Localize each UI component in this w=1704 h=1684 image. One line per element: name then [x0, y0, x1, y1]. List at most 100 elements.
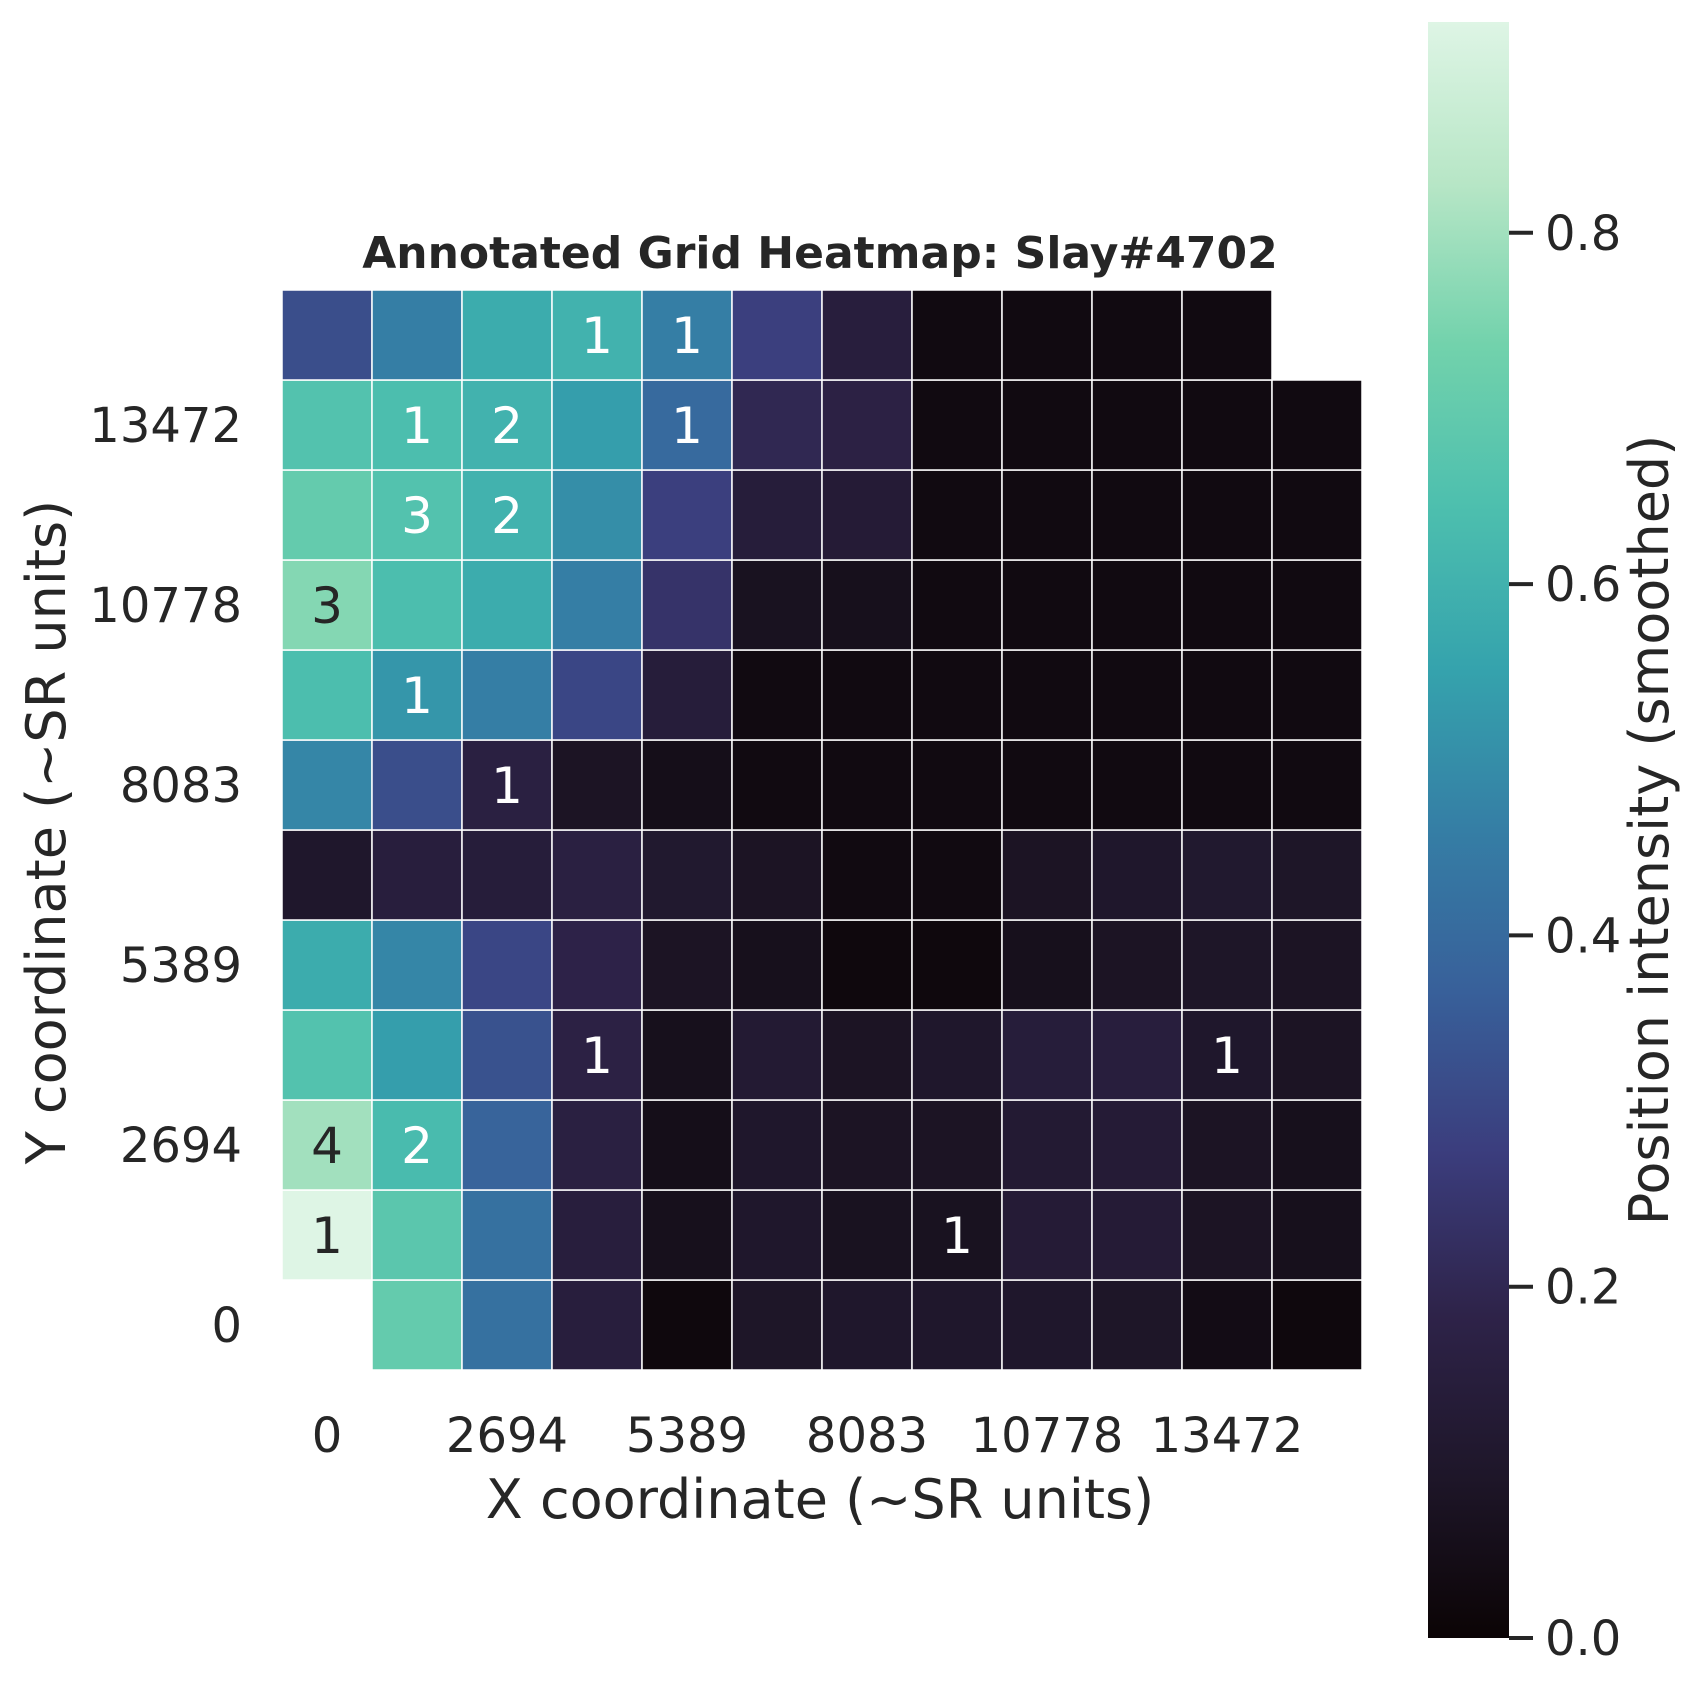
heatmap-cell [1001, 379, 1093, 471]
heatmap-cell [551, 1099, 643, 1191]
cell-count-label: 2 [491, 397, 523, 455]
heatmap-cell [1271, 1189, 1363, 1281]
heatmap-cell [1091, 559, 1183, 651]
heatmap-cell [1091, 1189, 1183, 1281]
heatmap-cell [371, 739, 463, 831]
y-axis-ticks: 0 2694 5389 8083 10778 13472 [89, 398, 242, 1354]
heatmap-cell [1001, 1189, 1093, 1281]
heatmap-cell [1091, 1099, 1183, 1191]
cell-count-label: 3 [401, 487, 433, 545]
heatmap-cell [821, 919, 913, 1011]
colorbar: 0.0 0.2 0.4 0.6 0.8 Position intensity (smoo… [1428, 22, 1681, 1667]
y-tick-label: 5389 [120, 938, 242, 994]
heatmap-cell [1181, 829, 1273, 921]
heatmap-cell [1091, 379, 1183, 471]
x-axis-ticks: 0 2694 5389 8083 10778 13472 [312, 1408, 1304, 1464]
cell-count-label: 1 [311, 1207, 343, 1265]
colorbar-tick-label: 0.6 [1545, 557, 1621, 613]
cell-count-label: 1 [401, 667, 433, 725]
heatmap-cell [461, 649, 553, 741]
heatmap-cell [1091, 919, 1183, 1011]
heatmap-cell [911, 829, 1003, 921]
heatmap-cell [641, 1279, 733, 1371]
heatmap-cell [911, 739, 1003, 831]
heatmap-cell [371, 649, 463, 741]
heatmap-cell [1091, 1009, 1183, 1101]
heatmap-cell [1091, 469, 1183, 561]
heatmap-cell [281, 829, 373, 921]
heatmap-cell [461, 379, 553, 471]
colorbar-tick-label: 0.4 [1545, 908, 1621, 964]
heatmap-cell [1091, 739, 1183, 831]
y-tick-label: 8083 [120, 758, 242, 814]
heatmap-cell [1271, 1099, 1363, 1191]
cell-count-label: 1 [491, 757, 523, 815]
heatmap-cell [821, 469, 913, 561]
heatmap-cell [641, 469, 733, 561]
heatmap-cell [821, 829, 913, 921]
heatmap-cell [371, 379, 463, 471]
heatmap-cell [1091, 649, 1183, 741]
heatmap-cell [641, 649, 733, 741]
heatmap-cell [1091, 289, 1183, 381]
heatmap-cell [731, 1279, 823, 1371]
heatmap-cell [371, 469, 463, 561]
heatmap-cell [281, 1189, 373, 1281]
heatmap-cell [1001, 289, 1093, 381]
heatmap-cell [281, 739, 373, 831]
colorbar-tick-label: 0.0 [1545, 1611, 1621, 1667]
heatmap-cell [731, 559, 823, 651]
heatmap-cell [911, 1279, 1003, 1371]
x-tick-label: 10778 [971, 1408, 1124, 1464]
heatmap-cell [731, 469, 823, 561]
colorbar-tick-label: 0.2 [1545, 1260, 1621, 1316]
heatmap-cell [641, 559, 733, 651]
heatmap-cell [1181, 1189, 1273, 1281]
heatmap-cell [821, 739, 913, 831]
heatmap-cell [641, 1009, 733, 1101]
cell-count-label: 1 [581, 307, 613, 365]
heatmap-cell [551, 829, 643, 921]
heatmap-cell [731, 829, 823, 921]
heatmap-cell [551, 649, 643, 741]
x-tick-label: 5389 [626, 1408, 748, 1464]
x-tick-label: 8083 [806, 1408, 928, 1464]
heatmap-cell [1001, 1099, 1093, 1191]
heatmap-cell [1091, 1279, 1183, 1371]
heatmap-cell [1181, 649, 1273, 741]
heatmap-cell [551, 469, 643, 561]
heatmap-cell [1001, 469, 1093, 561]
cell-count-label: 1 [941, 1207, 973, 1265]
heatmap-cell [461, 1009, 553, 1101]
heatmap-cell [551, 1189, 643, 1281]
heatmap-cell [281, 649, 373, 741]
heatmap-cell [1001, 559, 1093, 651]
heatmap-cell [1001, 739, 1093, 831]
heatmap-cell [551, 379, 643, 471]
heatmap-cell [551, 1009, 643, 1101]
heatmap-cell [641, 739, 733, 831]
heatmap-cell [461, 739, 553, 831]
cell-count-label: 1 [671, 307, 703, 365]
cell-count-label: 1 [401, 397, 433, 455]
heatmap-cell [821, 1279, 913, 1371]
heatmap-cell [911, 1099, 1003, 1191]
x-tick-label: 13472 [1151, 1408, 1304, 1464]
heatmap-cell [1271, 559, 1363, 651]
heatmap-cell [371, 1279, 463, 1371]
heatmap-cell [731, 1189, 823, 1281]
heatmap-cell [821, 289, 913, 381]
heatmap-cell [281, 919, 373, 1011]
heatmap-cell [731, 1009, 823, 1101]
cell-count-label: 2 [491, 487, 523, 545]
heatmap-cell [911, 559, 1003, 651]
heatmap-cell [911, 649, 1003, 741]
heatmap-cell [1181, 1009, 1273, 1101]
heatmap-cell [461, 559, 553, 651]
heatmap-cell [1091, 829, 1183, 921]
heatmap-cell [551, 1279, 643, 1371]
heatmap-cell [911, 469, 1003, 561]
heatmap-cell [911, 379, 1003, 471]
